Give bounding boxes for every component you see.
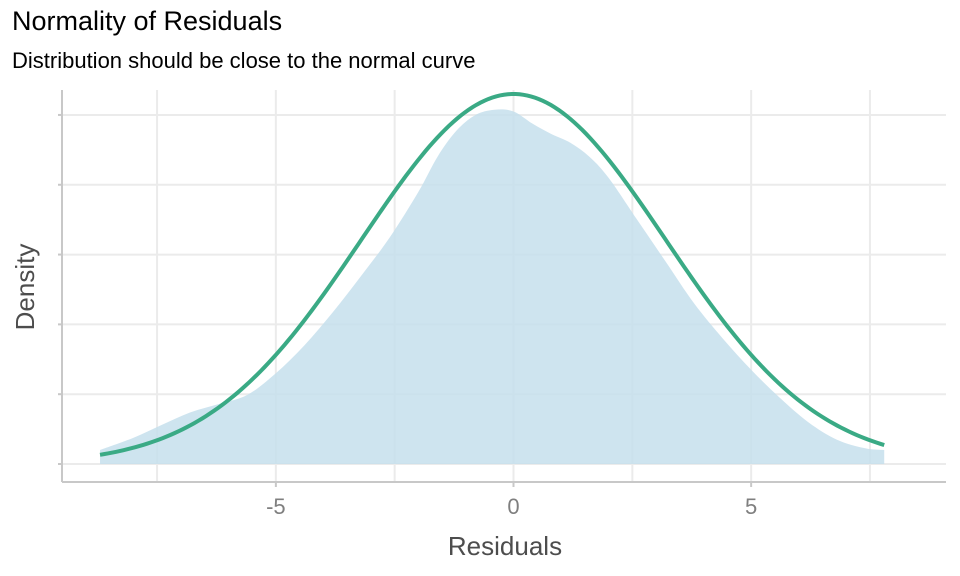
chart-title: Normality of Residuals bbox=[12, 6, 283, 36]
chart-subtitle: Distribution should be close to the norm… bbox=[12, 48, 476, 73]
axes-layer bbox=[58, 90, 946, 483]
density-area bbox=[100, 109, 885, 465]
x-axis-title: Residuals bbox=[448, 531, 562, 561]
x-tick-label: 0 bbox=[507, 494, 519, 519]
tick-labels: -5 0 5 bbox=[266, 482, 757, 519]
x-tick-label: 5 bbox=[745, 494, 757, 519]
y-axis-title: Density bbox=[10, 244, 40, 331]
normal-curve bbox=[99, 92, 885, 457]
x-tick-label: -5 bbox=[266, 494, 286, 519]
